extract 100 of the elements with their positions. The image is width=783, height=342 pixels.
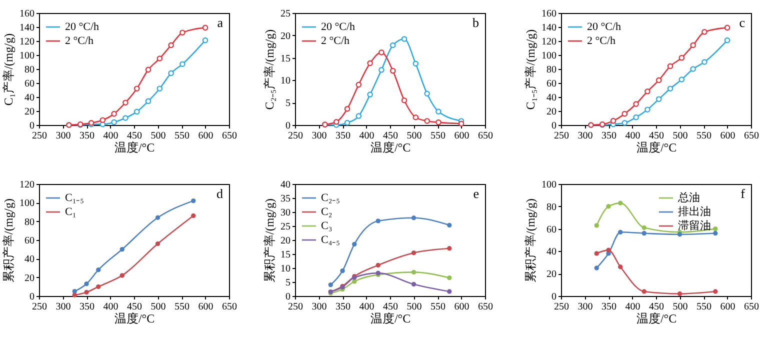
point bbox=[411, 250, 416, 256]
point bbox=[168, 42, 174, 48]
x-tick-label: 300 bbox=[578, 130, 593, 142]
point bbox=[72, 292, 77, 298]
point bbox=[618, 264, 623, 270]
y-tick-label: 140 bbox=[542, 22, 556, 34]
x-tick-label: 500 bbox=[406, 302, 422, 312]
x-tick-label: 550 bbox=[430, 302, 446, 312]
point bbox=[622, 120, 628, 126]
y-tick-label: 25 bbox=[280, 222, 290, 232]
point bbox=[367, 92, 373, 98]
point bbox=[642, 289, 646, 294]
y-tick-label: 80 bbox=[24, 64, 34, 76]
point bbox=[656, 96, 662, 102]
point bbox=[606, 204, 611, 209]
y-tick-label: 120 bbox=[20, 36, 34, 48]
legend-label: C₁ bbox=[65, 206, 76, 218]
x-tick-label: 600 bbox=[454, 302, 470, 312]
x-tick-label: 650 bbox=[222, 302, 237, 312]
point bbox=[352, 279, 357, 284]
y-tick-label: 15 bbox=[280, 250, 290, 260]
y-tick-label: 20 bbox=[546, 269, 556, 280]
y-tick-label: 0 bbox=[286, 292, 290, 302]
point bbox=[677, 291, 682, 296]
x-axis-title: 温度/°C bbox=[636, 312, 677, 326]
y-axis-title: C₁产率/(mg/g) bbox=[2, 33, 16, 106]
x-tick-label: 600 bbox=[720, 302, 736, 312]
point bbox=[401, 97, 408, 104]
y-tick-label: 30 bbox=[280, 208, 290, 218]
x-tick-label: 450 bbox=[127, 130, 142, 142]
y-axis-title: 累积产率/(mg/g) bbox=[524, 198, 538, 282]
point bbox=[713, 226, 718, 232]
point bbox=[180, 61, 186, 67]
point bbox=[191, 198, 196, 204]
x-axis-title: 温度/°C bbox=[114, 140, 155, 154]
point bbox=[340, 268, 345, 274]
y-tick-label: 160 bbox=[542, 8, 556, 20]
point bbox=[436, 119, 442, 126]
point bbox=[447, 289, 452, 294]
point bbox=[411, 270, 416, 275]
legend-label: 排出油 bbox=[678, 205, 711, 218]
x-tick-label: 250 bbox=[554, 302, 569, 312]
x-tick-label: 500 bbox=[672, 130, 688, 142]
legend-label: 20 °C/h bbox=[65, 21, 100, 33]
y-tick-label: 20 bbox=[24, 106, 34, 118]
x-axis-title: 温度/°C bbox=[370, 312, 411, 326]
y-tick-label: 140 bbox=[20, 22, 34, 34]
point bbox=[690, 66, 696, 72]
annotation: d bbox=[216, 186, 224, 201]
x-tick-label: 350 bbox=[336, 302, 350, 312]
y-tick-label: 0 bbox=[552, 292, 556, 302]
annotation: c bbox=[739, 15, 746, 30]
x-tick-label: 250 bbox=[288, 130, 303, 142]
point bbox=[120, 273, 124, 278]
y-tick-label: 5 bbox=[286, 98, 290, 110]
point bbox=[333, 118, 340, 125]
x-axis-title: 温度/°C bbox=[370, 140, 411, 154]
legend-label: C₂ bbox=[321, 206, 332, 218]
point bbox=[424, 90, 430, 97]
y-axis-title: 累积产率/(mg/g) bbox=[2, 198, 16, 282]
x-axis-title: 温度/°C bbox=[114, 312, 155, 326]
y-tick-label: 60 bbox=[24, 78, 34, 90]
x-tick-label: 650 bbox=[478, 302, 493, 312]
y-tick-label: 40 bbox=[24, 254, 34, 266]
point bbox=[122, 100, 128, 106]
x-tick-label: 600 bbox=[720, 130, 736, 142]
point bbox=[401, 36, 408, 42]
x-tick-label: 600 bbox=[198, 302, 214, 312]
y-tick-label: 120 bbox=[542, 36, 556, 48]
y-tick-label: 100 bbox=[542, 50, 556, 62]
y-tick-label: 120 bbox=[20, 180, 34, 190]
y-tick-label: 100 bbox=[20, 50, 34, 62]
point bbox=[96, 268, 101, 272]
point bbox=[594, 223, 599, 228]
point bbox=[376, 262, 380, 268]
annotation: b bbox=[472, 15, 479, 30]
point bbox=[120, 246, 124, 252]
x-tick-label: 650 bbox=[744, 302, 759, 312]
point bbox=[447, 246, 452, 251]
point bbox=[447, 222, 452, 228]
y-tick-label: 80 bbox=[24, 216, 34, 228]
point bbox=[411, 216, 416, 220]
x-tick-label: 350 bbox=[602, 130, 616, 142]
point bbox=[378, 50, 384, 56]
x-tick-label: 500 bbox=[150, 302, 166, 312]
point bbox=[145, 98, 152, 104]
x-axis-title: 温度/°C bbox=[636, 140, 677, 154]
point bbox=[84, 290, 89, 295]
point bbox=[134, 86, 140, 92]
y-tick-label: 20 bbox=[280, 30, 290, 42]
x-tick-label: 300 bbox=[312, 302, 327, 312]
point bbox=[690, 42, 696, 48]
x-tick-label: 650 bbox=[744, 130, 759, 142]
y-tick-label: 20 bbox=[546, 106, 556, 118]
x-tick-label: 450 bbox=[383, 302, 398, 312]
y-tick-label: 40 bbox=[280, 180, 290, 190]
point bbox=[633, 101, 639, 107]
point bbox=[356, 113, 362, 119]
point bbox=[713, 230, 718, 236]
point bbox=[622, 110, 628, 117]
